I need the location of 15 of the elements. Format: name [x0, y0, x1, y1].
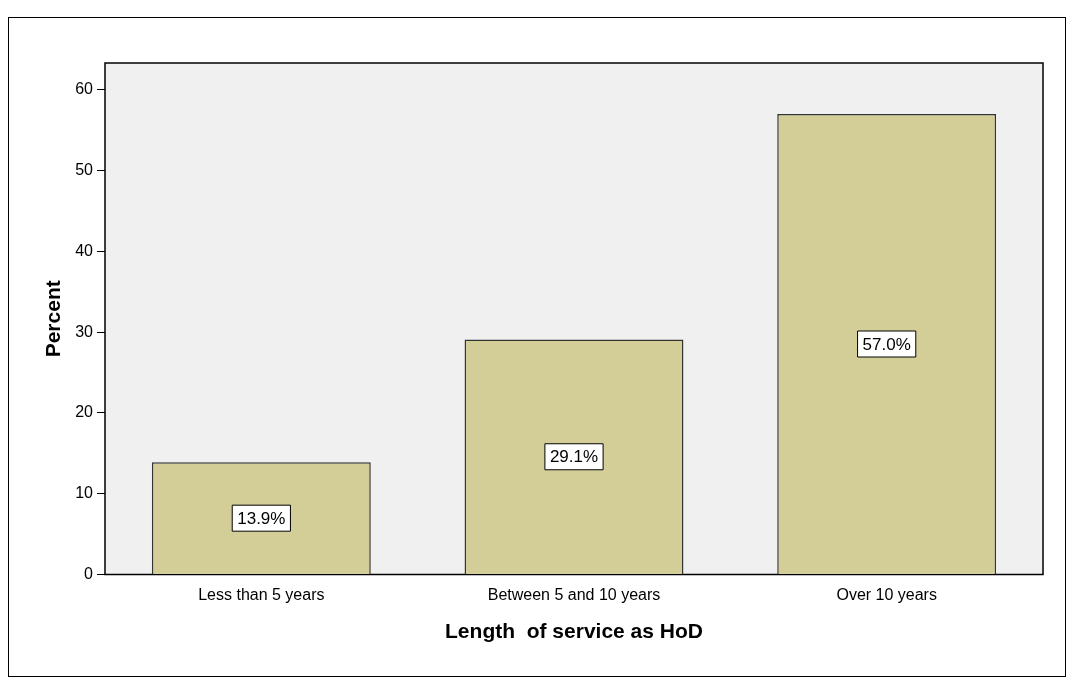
y-tick-label: 0	[84, 565, 94, 583]
x-tick-label: Over 10 years	[836, 585, 937, 603]
y-tick-label: 30	[75, 322, 94, 340]
data-label: 57.0%	[862, 334, 911, 354]
y-tick-label: 50	[75, 160, 94, 178]
data-label: 29.1%	[549, 447, 599, 467]
x-tick-label: Less than 5 years	[198, 585, 325, 603]
y-tick-label: 40	[75, 241, 94, 259]
y-tick-label: 20	[75, 403, 94, 421]
y-tick-label: 10	[75, 484, 94, 502]
data-label: 13.9%	[237, 508, 286, 528]
x-axis-title: Length of service as HoD	[445, 619, 703, 643]
y-tick-label: 60	[75, 80, 94, 98]
y-axis-title: Percent	[41, 280, 65, 358]
x-tick-label: Between 5 and 10 years	[487, 585, 661, 603]
